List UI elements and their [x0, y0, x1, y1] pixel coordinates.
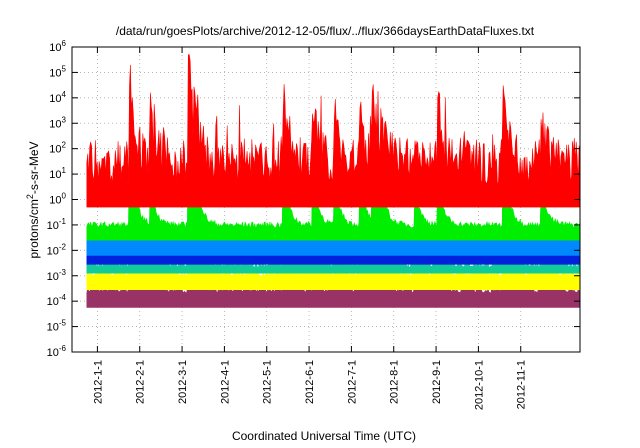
- y-tick-label-5: 10-1: [47, 217, 67, 232]
- y-tick-label-4: 10-2: [47, 242, 67, 257]
- x-tick-label-4: 2012-5-1: [262, 360, 274, 404]
- x-tick-label-6: 2012-7-1: [346, 360, 358, 404]
- y-tick-label-7: 101: [49, 166, 66, 181]
- y-tick-label-1: 10-5: [47, 319, 67, 334]
- x-tick-label-0: 2012-1-1: [92, 360, 104, 404]
- plot-frame: [71, 46, 581, 353]
- y-tick-label-2: 10-4: [47, 293, 67, 308]
- x-tick-label-9: 2012-10-1: [473, 360, 485, 410]
- chart-title: /data/run/goesPlots/archive/2012-12-05/f…: [116, 24, 535, 38]
- y-tick-label-12: 106: [49, 39, 66, 54]
- x-tick-label-2: 2012-3-1: [177, 360, 189, 404]
- y-tick-label-11: 105: [49, 64, 66, 79]
- y-tick-labels: 10-6 10-5 10-4 10-3 10-2 10-1 100 101 102 103 104 1…: [47, 39, 67, 359]
- y-tick-label-6: 100: [49, 192, 66, 207]
- y-tick-label-0: 10-6: [47, 344, 67, 359]
- x-tick-label-10: 2012-11-1: [516, 360, 528, 409]
- y-tick-label-9: 103: [49, 115, 66, 130]
- y-tick-label-8: 102: [49, 141, 66, 156]
- y-axis-label: protons/cm2-s-sr-MeV: [25, 141, 41, 258]
- x-tick-label-7: 2012-8-1: [389, 360, 401, 404]
- x-tick-label-1: 2012-2-1: [135, 360, 147, 404]
- series-area-6: [86, 54, 581, 208]
- x-tick-label-5: 2012-6-1: [304, 360, 316, 404]
- x-tick-labels: 2012-1-1 2012-2-1 2012-3-1 2012-4-1 2012-5-1…: [92, 360, 527, 410]
- x-axis-label: Coordinated Universal Time (UTC): [232, 429, 416, 443]
- x-tick-label-8: 2012-9-1: [431, 360, 443, 404]
- y-tick-label-3: 10-3: [47, 268, 67, 283]
- x-tick-label-3: 2012-4-1: [219, 360, 231, 404]
- y-tick-label-10: 104: [49, 90, 66, 105]
- data-series: [86, 54, 581, 308]
